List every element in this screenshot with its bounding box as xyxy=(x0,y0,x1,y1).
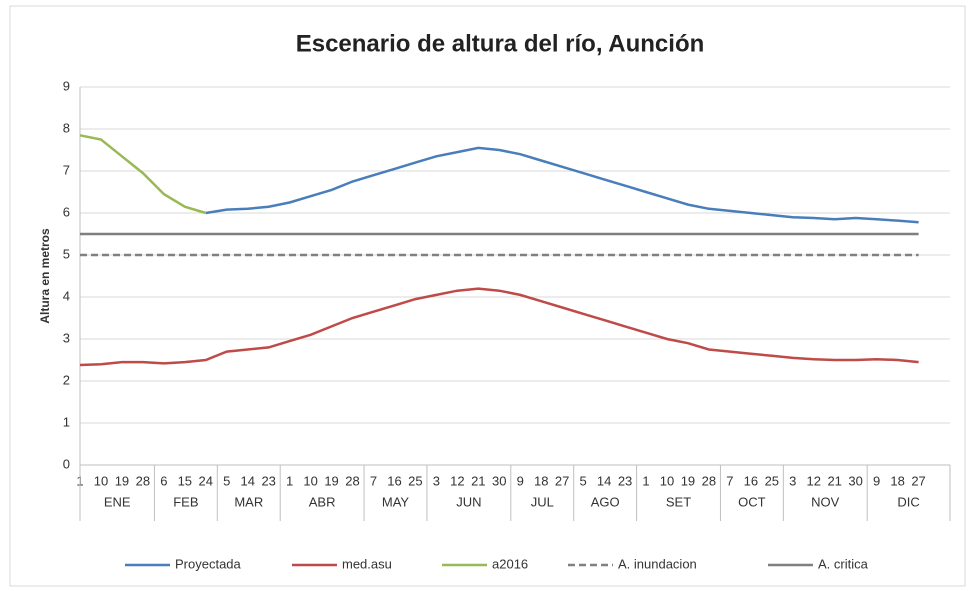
month-label: FEB xyxy=(173,494,198,509)
x-tick-label: 16 xyxy=(387,473,401,488)
x-tick-label: 23 xyxy=(261,473,275,488)
y-tick-label: 9 xyxy=(63,78,70,93)
month-label: JUL xyxy=(531,494,554,509)
month-label: NOV xyxy=(811,494,840,509)
month-label: MAR xyxy=(234,494,263,509)
month-label: SET xyxy=(666,494,691,509)
x-tick-label: 30 xyxy=(492,473,506,488)
legend-label: A. critica xyxy=(818,556,869,571)
x-tick-label: 15 xyxy=(178,473,192,488)
legend-label: med.asu xyxy=(342,556,392,571)
x-tick-label: 27 xyxy=(555,473,569,488)
x-tick-label: 6 xyxy=(160,473,167,488)
x-tick-label: 24 xyxy=(199,473,213,488)
x-tick-label: 5 xyxy=(223,473,230,488)
y-tick-label: 4 xyxy=(63,288,70,303)
series-line xyxy=(205,146,919,224)
x-tick-label: 23 xyxy=(618,473,632,488)
month-label: DIC xyxy=(897,494,919,509)
y-tick-label: 3 xyxy=(63,330,70,345)
legend-label: A. inundacion xyxy=(618,556,697,571)
x-tick-label: 10 xyxy=(303,473,317,488)
x-tick-label: 3 xyxy=(789,473,796,488)
x-tick-label: 25 xyxy=(408,473,422,488)
x-tick-label: 19 xyxy=(324,473,338,488)
month-label: JUN xyxy=(456,494,481,509)
month-label: OCT xyxy=(738,494,766,509)
x-tick-label: 19 xyxy=(681,473,695,488)
x-tick-label: 7 xyxy=(370,473,377,488)
y-tick-label: 2 xyxy=(63,372,70,387)
month-label: ENE xyxy=(104,494,131,509)
y-tick-label: 8 xyxy=(63,120,70,135)
legend-label: a2016 xyxy=(492,556,528,571)
x-tick-label: 3 xyxy=(433,473,440,488)
x-tick-label: 5 xyxy=(580,473,587,488)
x-tick-label: 10 xyxy=(660,473,674,488)
y-tick-label: 5 xyxy=(63,246,70,261)
x-tick-label: 30 xyxy=(848,473,862,488)
legend-label: Proyectada xyxy=(175,556,242,571)
x-tick-label: 12 xyxy=(807,473,821,488)
chart-frame xyxy=(9,5,966,587)
x-tick-label: 28 xyxy=(345,473,359,488)
x-tick-label: 14 xyxy=(240,473,254,488)
x-tick-label: 21 xyxy=(827,473,841,488)
x-tick-label: 19 xyxy=(115,473,129,488)
y-axis-label: Altura en metros xyxy=(38,228,52,324)
x-tick-label: 25 xyxy=(765,473,779,488)
x-tick-label: 18 xyxy=(890,473,904,488)
y-tick-label: 6 xyxy=(63,204,70,219)
x-tick-label: 28 xyxy=(136,473,150,488)
x-tick-label: 21 xyxy=(471,473,485,488)
series-line xyxy=(79,287,919,367)
chart-title: Escenario de altura del río, Aunción xyxy=(296,30,705,57)
series-line xyxy=(79,134,207,215)
x-tick-label: 7 xyxy=(726,473,733,488)
x-tick-label: 1 xyxy=(642,473,649,488)
x-tick-label: 9 xyxy=(873,473,880,488)
month-label: AGO xyxy=(591,494,620,509)
x-tick-label: 16 xyxy=(744,473,758,488)
x-tick-label: 10 xyxy=(94,473,108,488)
y-tick-label: 0 xyxy=(63,456,70,471)
x-tick-label: 18 xyxy=(534,473,548,488)
y-tick-label: 1 xyxy=(63,414,70,429)
x-tick-label: 1 xyxy=(286,473,293,488)
x-tick-label: 9 xyxy=(517,473,524,488)
x-tick-label: 27 xyxy=(911,473,925,488)
month-label: MAY xyxy=(382,494,410,509)
y-tick-label: 7 xyxy=(63,162,70,177)
x-tick-label: 12 xyxy=(450,473,464,488)
x-tick-label: 14 xyxy=(597,473,611,488)
x-tick-label: 28 xyxy=(702,473,716,488)
month-label: ABR xyxy=(309,494,336,509)
